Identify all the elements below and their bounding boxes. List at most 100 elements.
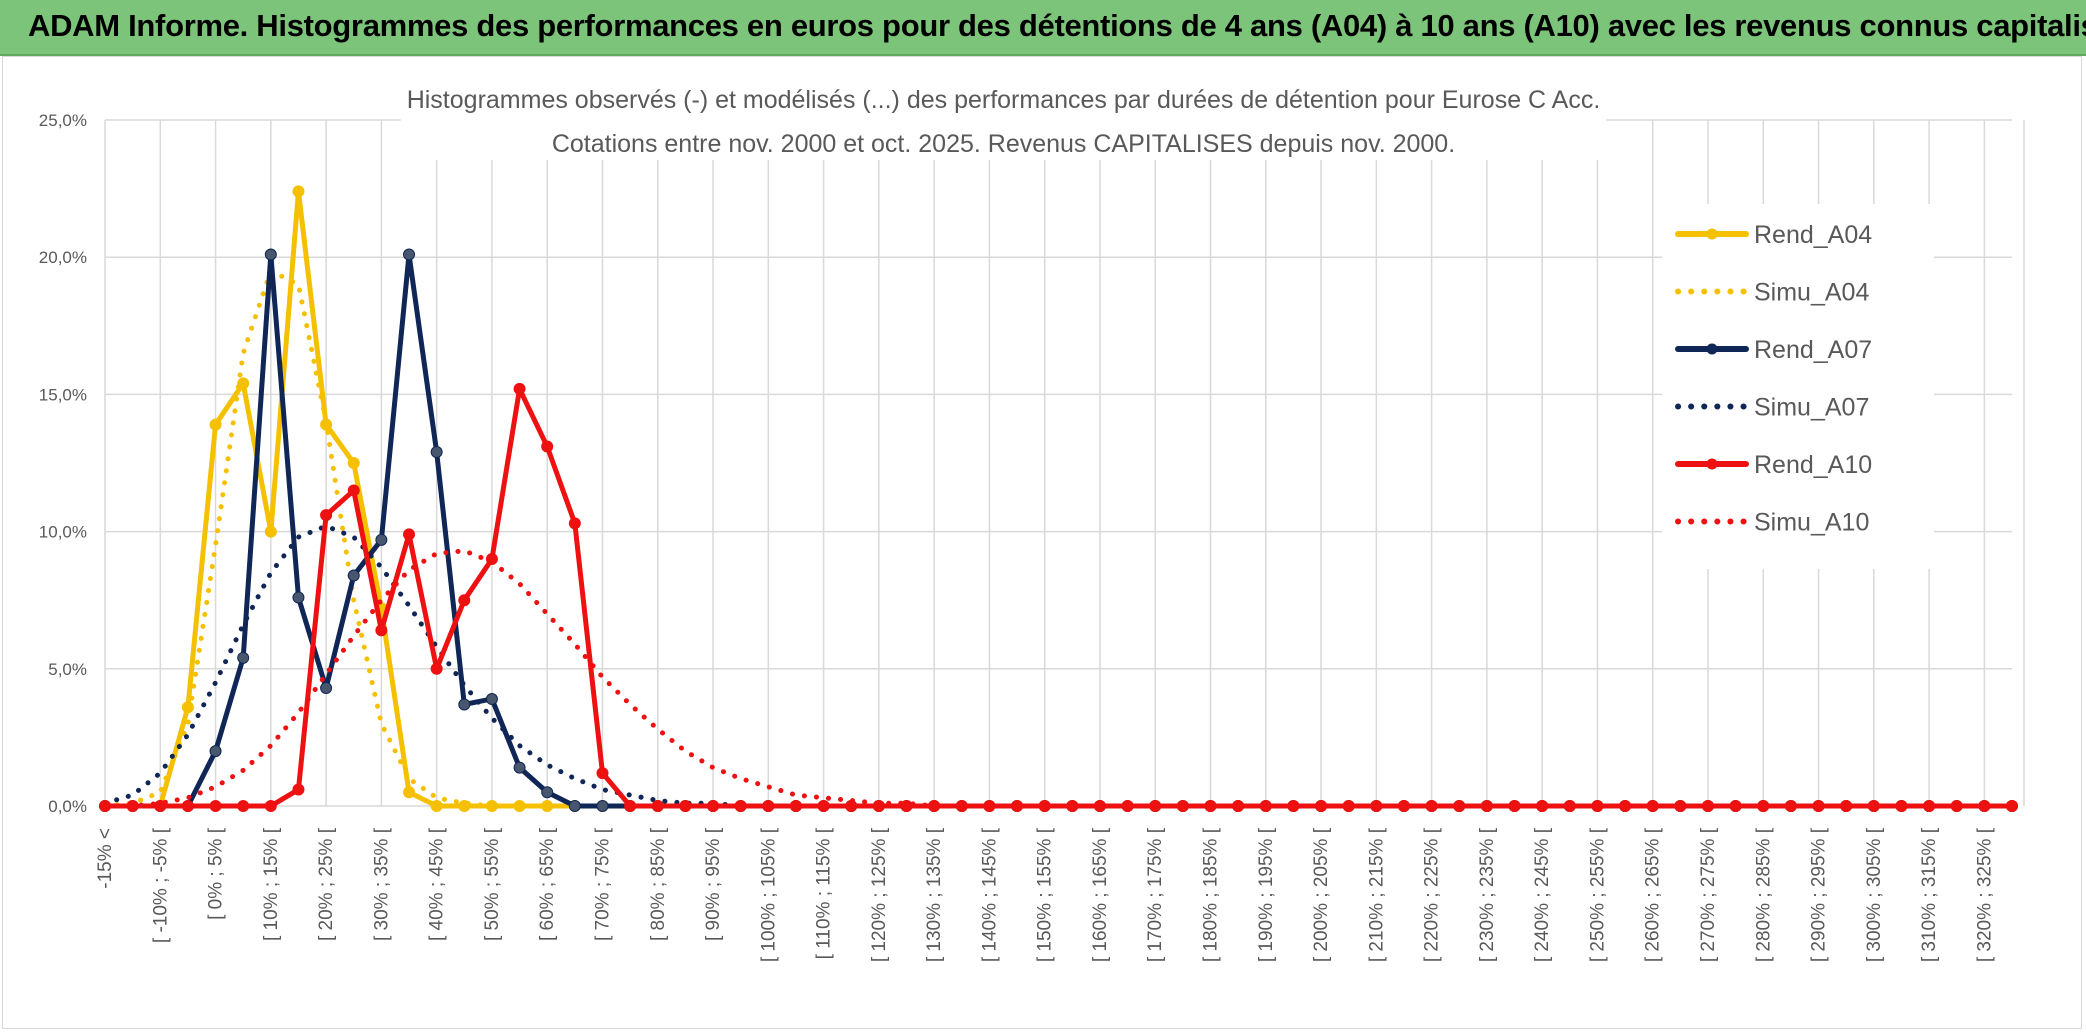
data-point-rend-a10 (403, 528, 416, 541)
report-banner: ADAM Informe. Histogrammes des performan… (0, 0, 2086, 56)
data-point-rend-a10 (651, 800, 664, 812)
x-tick-label: [ 270% ; 275% [ (1698, 827, 1719, 962)
data-point-rend-a10 (458, 594, 471, 607)
series-line-simu-a10 (102, 548, 2015, 809)
data-point-rend-a10 (264, 800, 277, 812)
x-tick-label: [ 200% ; 205% [ (1311, 827, 1332, 962)
data-point-rend-a07 (375, 533, 388, 546)
legend-label-rend-a04: Rend_A04 (1754, 221, 1872, 249)
x-tick-label: [ 80% ; 85% [ (648, 827, 669, 941)
data-point-rend-a07 (209, 745, 222, 758)
data-point-rend-a10 (568, 517, 581, 530)
data-point-rend-a07 (568, 800, 581, 812)
x-tick-label: [ 140% ; 145% [ (979, 827, 1000, 962)
report-title: ADAM Informe. Histogrammes des performan… (28, 8, 2086, 43)
x-tick-label: [ 0% ; 5% [ (206, 827, 227, 920)
data-point-rend-a07 (320, 682, 333, 695)
data-point-rend-a07 (264, 248, 277, 261)
x-tick-label: [ 20% ; 25% [ (316, 827, 337, 941)
chart-frame (2, 56, 2082, 1029)
chart-subtitle: Cotations entre nov. 2000 et oct. 2025. … (552, 130, 1455, 158)
data-point-rend-a04 (292, 185, 305, 198)
data-point-rend-a10 (237, 800, 250, 812)
data-point-rend-a04 (264, 525, 277, 538)
x-tick-label: [ 40% ; 45% [ (427, 827, 448, 941)
x-tick-label: [ 150% ; 155% [ (1035, 827, 1056, 962)
x-tick-label: [ 220% ; 225% [ (1422, 827, 1443, 962)
x-tick-label: [ 90% ; 95% [ (703, 827, 724, 941)
x-tick-label: [ 30% ; 35% [ (371, 827, 392, 941)
data-point-rend-a10 (292, 783, 305, 796)
data-point-rend-a10 (513, 382, 526, 395)
legend-marker-rend-a07 (1706, 343, 1718, 355)
x-tick-label: [ 60% ; 65% [ (537, 827, 558, 941)
data-point-rend-a10 (347, 484, 360, 497)
data-point-rend-a04 (347, 457, 360, 469)
data-point-rend-a07 (485, 692, 498, 705)
legend-label-simu-a10: Simu_A10 (1754, 509, 1869, 537)
data-point-rend-a10 (817, 800, 830, 812)
data-point-rend-a10 (375, 624, 388, 637)
y-tick-label: 20,0% (39, 248, 87, 267)
data-point-rend-a04 (209, 418, 222, 431)
data-point-rend-a07 (513, 761, 526, 774)
x-tick-label: [ 190% ; 195% [ (1256, 827, 1277, 962)
data-point-rend-a07 (458, 698, 471, 711)
x-tick-label: [ 130% ; 135% [ (924, 827, 945, 962)
legend-label-simu-a07: Simu_A07 (1754, 394, 1869, 422)
x-tick-label: [ 240% ; 245% [ (1532, 827, 1553, 962)
y-tick-label: 5,0% (48, 660, 87, 679)
data-point-rend-a10 (596, 767, 609, 780)
x-tick-label: [ 230% ; 235% [ (1477, 827, 1498, 962)
data-point-rend-a07 (292, 591, 305, 604)
data-point-rend-a04 (403, 786, 416, 799)
data-point-rend-a10 (762, 800, 775, 812)
data-point-rend-a10 (789, 800, 802, 812)
legend-backing (1662, 204, 1934, 569)
y-tick-label: 25,0% (39, 111, 87, 130)
x-tick-label: -15% < (95, 828, 116, 889)
legend-label-simu-a04: Simu_A04 (1754, 279, 1869, 307)
x-tick-label: [ 70% ; 75% [ (592, 827, 613, 941)
x-tick-label: [ 50% ; 55% [ (482, 827, 503, 941)
data-point-rend-a10 (430, 662, 443, 675)
data-point-rend-a10 (485, 553, 498, 566)
data-point-rend-a10 (541, 440, 554, 453)
x-tick-label: [ -10% ; -5% [ (150, 827, 171, 943)
data-point-rend-a10 (679, 800, 692, 812)
x-tick-label: [ 280% ; 285% [ (1753, 827, 1774, 962)
data-point-rend-a07 (237, 651, 250, 664)
data-point-rend-a07 (347, 569, 360, 582)
x-tick-label: [ 300% ; 305% [ (1864, 827, 1885, 962)
y-tick-label: 0,0% (48, 797, 87, 816)
data-point-rend-a07 (541, 786, 554, 799)
x-tick-label: [ 250% ; 255% [ (1587, 827, 1608, 962)
x-tick-label: [ 160% ; 165% [ (1090, 827, 1111, 962)
x-tick-label: [ 210% ; 215% [ (1366, 827, 1387, 962)
x-tick-label: [ 180% ; 185% [ (1201, 827, 1222, 962)
y-tick-label: 10,0% (39, 523, 87, 542)
x-tick-label: [ 10% ; 15% [ (261, 827, 282, 941)
chart-title-backing (400, 84, 1607, 160)
legend-label-rend-a10: Rend_A10 (1754, 451, 1872, 479)
data-point-rend-a10 (181, 800, 194, 812)
data-point-rend-a10 (320, 509, 333, 522)
data-point-rend-a10 (707, 800, 720, 812)
data-point-rend-a10 (209, 800, 222, 812)
data-point-rend-a07 (596, 800, 609, 812)
x-tick-label: [ 260% ; 265% [ (1643, 827, 1664, 962)
x-tick-label: [ 170% ; 175% [ (1145, 827, 1166, 962)
data-point-rend-a10 (624, 800, 637, 812)
x-tick-label: [ 310% ; 315% [ (1919, 827, 1940, 962)
legend-marker-rend-a10 (1706, 458, 1718, 470)
x-tick-label: [ 100% ; 105% [ (758, 827, 779, 962)
data-point-rend-a07 (403, 248, 416, 261)
legend-marker-rend-a04 (1706, 228, 1718, 240)
data-point-rend-a10 (2006, 800, 2018, 812)
x-tick-label: [ 120% ; 125% [ (869, 827, 890, 962)
x-tick-label: [ 320% ; 325% [ (1974, 827, 1995, 962)
chart-title: Histogrammes observés (-) et modélisés (… (407, 86, 1601, 114)
data-point-rend-a04 (430, 800, 443, 812)
data-point-rend-a07 (430, 446, 443, 459)
